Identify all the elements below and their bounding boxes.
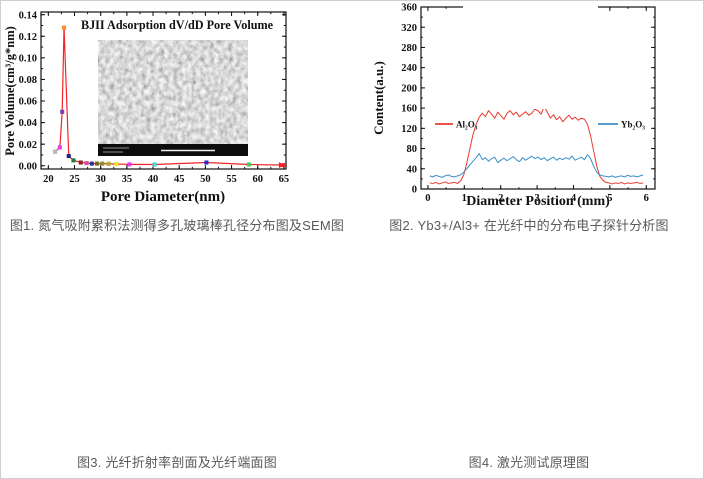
svg-text:20: 20 (43, 174, 54, 185)
figure4-caption: 图4. 激光测试原理图 (468, 455, 590, 470)
svg-text:0.10: 0.10 (19, 53, 37, 64)
figure3-caption: 图3. 光纤折射率剖面及光纤端面图 (77, 455, 277, 470)
figure3-chart (1, 241, 353, 451)
fig2-inset (463, 5, 598, 109)
svg-text:Content(a.u.): Content(a.u.) (371, 61, 386, 135)
figure1-caption: 图1. 氮气吸附累积法测得多孔玻璃棒孔径分布图及SEM图 (9, 218, 345, 233)
svg-text:0.12: 0.12 (19, 32, 37, 43)
svg-text:30: 30 (95, 174, 106, 185)
svg-text:3: 3 (534, 193, 539, 204)
fig2-series (429, 106, 644, 185)
figure1-panel: 20 25 30 35 40 45 50 55 60 65 0.00 0.02 0.04 0.06 0.08… (1, 1, 353, 241)
svg-text:0.02: 0.02 (19, 140, 37, 151)
svg-text:0.14: 0.14 (19, 10, 38, 21)
svg-text:280: 280 (401, 43, 417, 54)
figure2-chart: 0 1 2 3 4 5 6 0 40 80 120 160 200 240 280 320 360 Al₂O₃ Yb… (371, 3, 656, 209)
figure4-panel: 图4. 激光测试原理图 (353, 241, 704, 478)
figure2-caption: 图2. Yb3+/Al3+ 在光纤中的分布电子探针分析图 (389, 218, 669, 233)
svg-text:Pore Diameter(nm): Pore Diameter(nm) (101, 189, 225, 205)
svg-text:2: 2 (498, 193, 503, 204)
svg-text:BJII Adsorption dV/dD Pore Vol: BJII Adsorption dV/dD Pore Volume (81, 18, 274, 32)
svg-text:5: 5 (607, 193, 612, 204)
svg-text:60: 60 (252, 174, 263, 185)
fig1-axes: 20 25 30 35 40 45 50 55 60 65 0.00 0.02 0.04 0.06 0.08… (19, 10, 290, 185)
svg-text:25: 25 (69, 174, 80, 185)
svg-text:320: 320 (401, 23, 417, 34)
svg-text:0.04: 0.04 (19, 118, 38, 129)
svg-text:40: 40 (407, 164, 418, 175)
figure2-panel: 0 1 2 3 4 5 6 0 40 80 120 160 200 240 280 320 360 Al₂O₃ Yb… (353, 1, 703, 241)
svg-text:0.00: 0.00 (19, 161, 37, 172)
svg-text:120: 120 (401, 124, 417, 135)
svg-text:240: 240 (401, 63, 417, 74)
svg-text:65: 65 (279, 174, 290, 185)
svg-text:50: 50 (200, 174, 211, 185)
fig2-legend: Al₂O₃ Yb₂O₃ (435, 120, 645, 130)
svg-text:55: 55 (226, 174, 237, 185)
svg-text:80: 80 (407, 144, 418, 155)
svg-text:45: 45 (174, 174, 185, 185)
svg-text:Pore Volume(cm³/g*nm): Pore Volume(cm³/g*nm) (3, 26, 17, 156)
svg-text:Al₂O₃: Al₂O₃ (456, 120, 478, 130)
svg-text:Yb₂O₃: Yb₂O₃ (621, 120, 645, 130)
svg-text:0.06: 0.06 (19, 97, 37, 108)
svg-text:0: 0 (425, 193, 430, 204)
svg-text:0.08: 0.08 (19, 75, 37, 86)
figure3-panel: 图3. 光纤折射率剖面及光纤端面图 (1, 241, 353, 478)
svg-text:6: 6 (644, 193, 649, 204)
svg-text:4: 4 (571, 193, 577, 204)
svg-text:40: 40 (148, 174, 159, 185)
svg-text:0: 0 (412, 185, 417, 196)
svg-text:360: 360 (401, 3, 417, 14)
figure1-chart: 20 25 30 35 40 45 50 55 60 65 0.00 0.02 0.04 0.06 0.08… (3, 10, 290, 205)
figure4-chart (353, 241, 704, 453)
svg-text:160: 160 (401, 104, 417, 115)
svg-text:35: 35 (122, 174, 133, 185)
svg-text:1: 1 (462, 193, 467, 204)
svg-text:200: 200 (401, 83, 417, 94)
fig1-sem-inset (98, 40, 248, 156)
fig2-axes: 0 1 2 3 4 5 6 0 40 80 120 160 200 240 280 320 360 (401, 3, 656, 204)
fig2-labels: Diameter Position (mm) Content(a.u.) (371, 61, 610, 209)
svg-text:Diameter Position (mm): Diameter Position (mm) (466, 194, 610, 209)
fig1-labels: BJII Adsorption dV/dD Pore Volume Pore Di… (3, 18, 274, 205)
fig1-series (52, 25, 287, 169)
